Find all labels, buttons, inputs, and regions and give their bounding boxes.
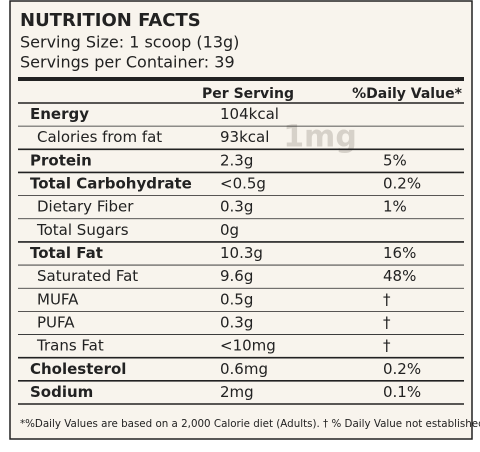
serving-size: Serving Size: 1 scoop (13g) bbox=[20, 33, 239, 52]
sub-nutrient-label: Trans Fat bbox=[36, 337, 104, 355]
per-serving: 0g bbox=[220, 221, 239, 239]
daily-value: 48% bbox=[383, 267, 416, 285]
panel-border bbox=[9, 0, 473, 440]
per-serving: 2mg bbox=[220, 383, 254, 401]
per-serving: 2.3g bbox=[220, 151, 253, 169]
nutrient-label: Protein bbox=[30, 151, 92, 169]
daily-value: 5% bbox=[383, 151, 407, 169]
column-header: Per Serving bbox=[202, 86, 294, 102]
per-serving: 0.3g bbox=[220, 198, 253, 216]
sub-nutrient-label: Calories from fat bbox=[37, 128, 162, 146]
per-serving: 93kcal bbox=[220, 128, 269, 146]
nutrient-label: Energy bbox=[30, 105, 89, 123]
daily-value: † bbox=[383, 337, 391, 355]
per-serving: 0.5g bbox=[220, 290, 253, 308]
daily-value: † bbox=[383, 313, 391, 331]
sub-nutrient-label: MUFA bbox=[37, 290, 79, 308]
daily-value: 0.2% bbox=[383, 360, 421, 378]
daily-value: 0.2% bbox=[383, 175, 421, 193]
column-header: %Daily Value* bbox=[352, 86, 462, 102]
nutrient-label: Sodium bbox=[30, 383, 93, 401]
daily-value: 16% bbox=[383, 244, 416, 262]
nutrient-label: Total Carbohydrate bbox=[30, 175, 192, 193]
per-serving: 0.6mg bbox=[220, 360, 268, 378]
footer: *%Daily Values are based on a 2,000 Calo… bbox=[20, 418, 480, 430]
daily-value: 0.1% bbox=[383, 383, 421, 401]
servings: Servings per Container: 39 bbox=[20, 53, 235, 72]
daily-value: † bbox=[383, 290, 391, 308]
sub-nutrient-label: Dietary Fiber bbox=[37, 198, 134, 216]
sub-nutrient-label: PUFA bbox=[37, 313, 75, 331]
nutrient-label: Cholesterol bbox=[30, 360, 126, 378]
title: NUTRITION FACTS bbox=[20, 10, 201, 31]
sub-nutrient-label: Saturated Fat bbox=[37, 267, 138, 285]
nutrient-label: Total Fat bbox=[30, 244, 103, 262]
per-serving: <0.5g bbox=[220, 175, 266, 193]
per-serving: 0.3g bbox=[220, 313, 253, 331]
per-serving: 9.6g bbox=[220, 267, 253, 285]
daily-value: 1% bbox=[383, 198, 407, 216]
per-serving: 10.3g bbox=[220, 244, 263, 262]
per-serving: 104kcal bbox=[220, 105, 279, 123]
sub-nutrient-label: Total Sugars bbox=[36, 221, 129, 239]
per-serving: <10mg bbox=[220, 337, 276, 355]
